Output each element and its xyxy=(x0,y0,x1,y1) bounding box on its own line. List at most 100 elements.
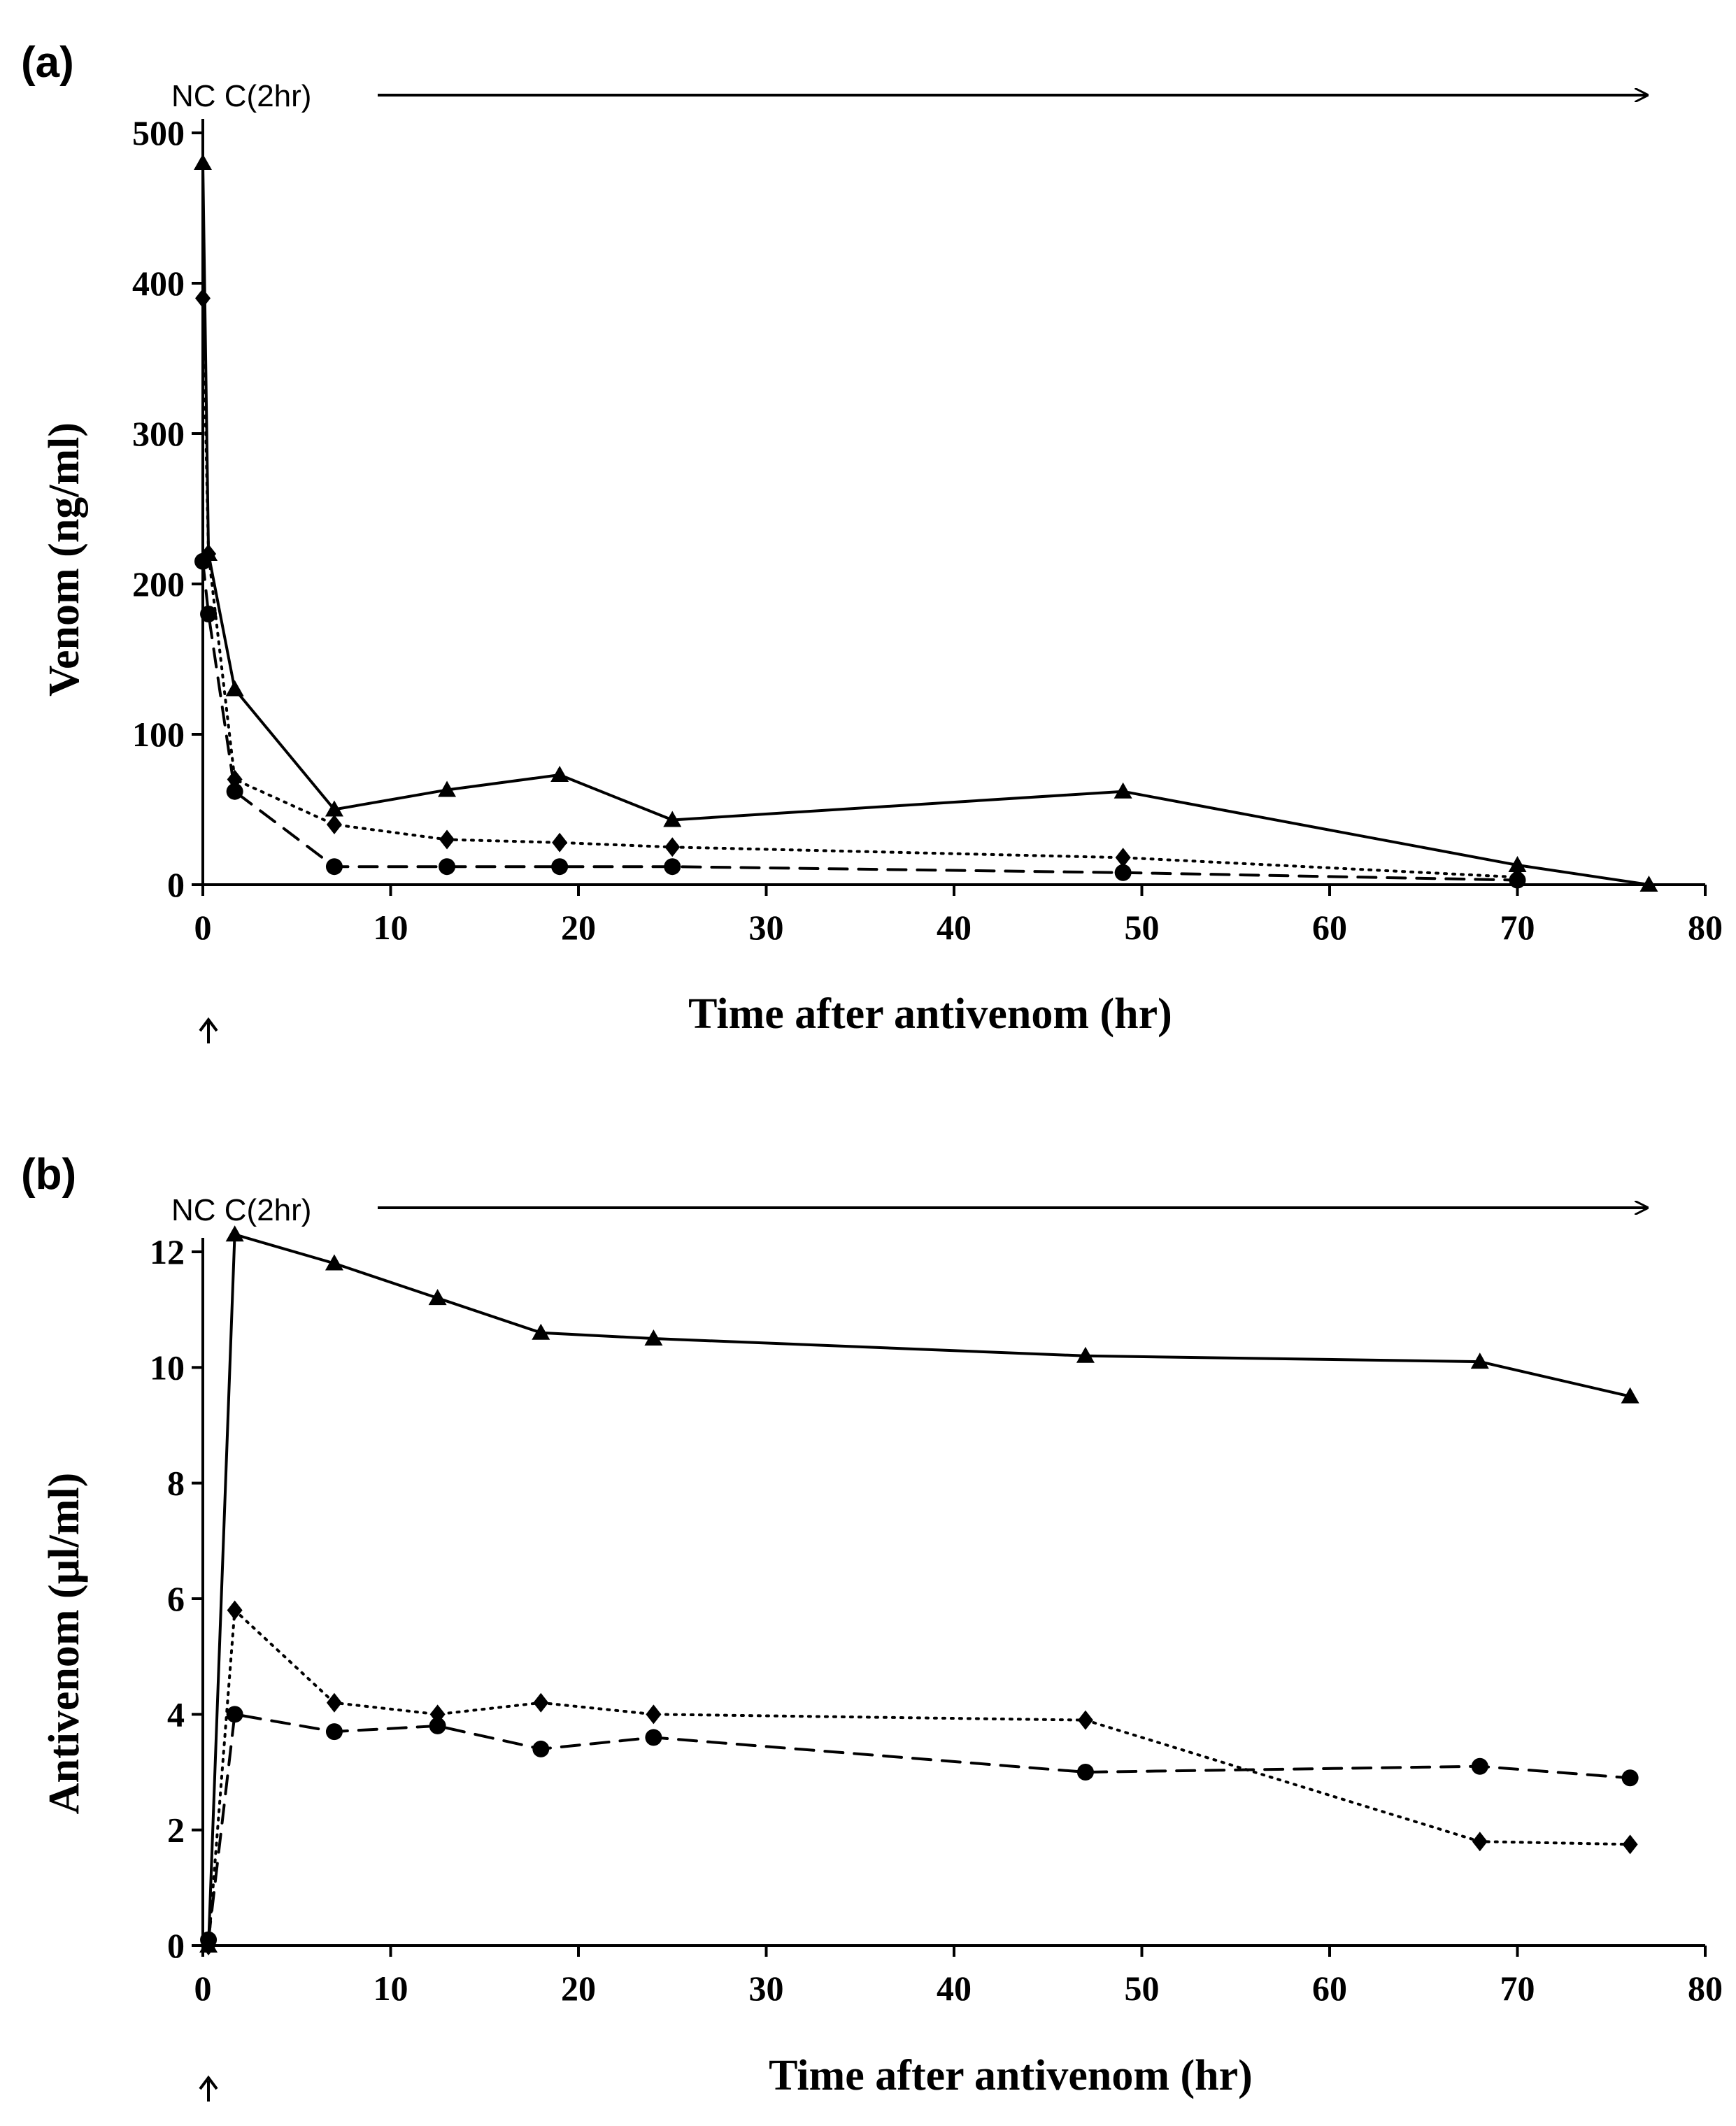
panel-a-y-tick-label: 500 xyxy=(132,113,185,152)
panel-a-x-tick-label: 50 xyxy=(1125,908,1160,947)
panel-a-series-circle-dashed-point xyxy=(226,783,243,800)
panel-b-series-diamond-dotted-point xyxy=(1472,1832,1488,1852)
panel-a-series-circle-dashed-point xyxy=(1509,871,1526,889)
panel-a-x-tick-label: 60 xyxy=(1312,908,1347,947)
panel-b-series-triangle-solid-point xyxy=(644,1329,663,1346)
panel-b-y-tick-label: 10 xyxy=(150,1348,185,1387)
panel-b-x-tick-label: 50 xyxy=(1125,1969,1160,2008)
panel-b-y-tick-label: 4 xyxy=(167,1695,185,1734)
panel-b-series-diamond-dotted-point xyxy=(1077,1710,1093,1730)
panel-a-series-triangle-solid-point xyxy=(438,780,457,797)
panel-a-label: (a) xyxy=(21,38,74,87)
panel-a-series-diamond-dotted-line xyxy=(201,297,1519,879)
panel-b-series-circle-dashed-point xyxy=(1076,1764,1094,1781)
panel-b-x-tick-label: 80 xyxy=(1688,1969,1723,2008)
panel-a-series-triangle-solid-point xyxy=(325,800,343,817)
panel-b-x-tick-label: 0 xyxy=(194,1969,212,2008)
panel-a-series-triangle-solid-point xyxy=(194,154,212,170)
panel-b-series-diamond-dotted-point xyxy=(326,1692,342,1713)
panel-b-series-diamond-dotted-point xyxy=(533,1692,549,1713)
panel-a-x-tick-label: 70 xyxy=(1500,908,1535,947)
panel-a-series-circle-dashed-point xyxy=(1114,864,1132,881)
panel-a-series-diamond-dotted-point xyxy=(664,837,681,857)
panel-b-y-tick-label: 12 xyxy=(150,1232,185,1271)
panel-b-x-tick-label: 40 xyxy=(937,1969,972,2008)
panel-b-series-circle-dashed-point xyxy=(532,1740,550,1757)
panel-b-series-triangle-solid-point xyxy=(1621,1387,1639,1404)
panel-a-series-triangle-solid-point xyxy=(550,766,569,783)
panel-b-y-tick-label: 2 xyxy=(167,1811,185,1850)
panel-a-series-circle-dashed-point xyxy=(664,858,681,876)
panel-b-series-circle-dashed-point xyxy=(645,1729,662,1746)
panel-a-antivenom-arrow-icon xyxy=(199,1017,218,1043)
panel-b-series-circle-dashed-point xyxy=(325,1723,343,1741)
panel-a-x-tick-label: 10 xyxy=(373,908,408,947)
panel-a-series-diamond-dotted-point xyxy=(1115,848,1131,868)
panel-b-series-circle-dashed-point xyxy=(1621,1769,1639,1787)
panel-b-antivenom-arrow-icon xyxy=(199,2075,218,2102)
panel-b-series-triangle-solid-point xyxy=(225,1225,244,1242)
panel-a-y-tick-label: 400 xyxy=(132,264,185,303)
panel-a-y-tick-label: 0 xyxy=(167,865,185,904)
panel-a-series-triangle-solid-point xyxy=(225,680,244,697)
panel-b-series-diamond-dotted-point xyxy=(227,1600,243,1620)
panel-b-series-triangle-solid-line xyxy=(207,1233,1632,1947)
panel-a-x-tick-label: 80 xyxy=(1688,908,1723,947)
panel-a-x-tick-label: 30 xyxy=(749,908,784,947)
panel-a-series-triangle-solid-point xyxy=(1114,782,1132,799)
panel-b-series-triangle-solid-point xyxy=(532,1323,550,1340)
panel-b-ncc-label: NC C(2hr) xyxy=(171,1193,311,1227)
panel-a-venom-chart: (a) NC C(2hr) 0 10 20 30 40 50 60 70 80 0 100 200 30… xyxy=(21,38,1723,1043)
panel-a-y-tick-label: 100 xyxy=(132,715,185,754)
panel-a-series-triangle-solid-point xyxy=(1639,876,1658,892)
panel-a-y-axis-title: Venom (ng/ml) xyxy=(41,422,88,697)
panel-a-series-circle-dashed-line xyxy=(201,559,1519,882)
panel-a-series-circle-dashed-point xyxy=(200,606,218,622)
panel-a-ncc-label: NC C(2hr) xyxy=(171,79,311,113)
panel-b-x-tick-label: 70 xyxy=(1500,1969,1535,2008)
panel-b-series-diamond-dotted-point xyxy=(646,1704,662,1725)
panel-b-series-triangle-solid-point xyxy=(325,1254,343,1271)
panel-a-y-tick-label: 300 xyxy=(132,414,185,453)
panel-b-x-axis-title: Time after antivenom (hr) xyxy=(769,2052,1253,2099)
panel-b-series-diamond-dotted-point xyxy=(1622,1834,1638,1855)
panel-a-series-circle-dashed-point xyxy=(325,858,343,876)
panel-a-series-triangle-solid-point xyxy=(663,811,682,827)
panel-b-x-tick-label: 20 xyxy=(561,1969,596,2008)
panel-a-x-tick-label: 20 xyxy=(561,908,596,947)
panel-a-series-triangle-solid-line xyxy=(201,162,1651,886)
panel-b-antivenom-chart: (b) NC C(2hr) 0 10 20 30 40 50 60 70 80 0 2 4 6 8 10 12… xyxy=(21,1150,1723,2102)
panel-a-plot-area: 0 10 20 30 40 50 60 70 80 0 100 200 300 400 500 xyxy=(132,113,1723,947)
panel-b-x-tick-label: 30 xyxy=(749,1969,784,2008)
panel-b-y-tick-label: 8 xyxy=(167,1464,185,1503)
panel-b-series-circle-dashed-point xyxy=(226,1706,243,1723)
panel-a-series-diamond-dotted-point xyxy=(439,829,455,850)
panel-b-series-triangle-solid-point xyxy=(1076,1346,1095,1363)
panel-a-x-tick-label: 0 xyxy=(194,908,212,947)
panel-b-series-circle-dashed-point xyxy=(1471,1757,1488,1775)
panel-a-x-axis-title: Time after antivenom (hr) xyxy=(688,990,1172,1038)
panel-b-x-tick-label: 60 xyxy=(1312,1969,1347,2008)
panel-a-series-diamond-dotted-point xyxy=(552,832,568,852)
panel-b-y-tick-label: 0 xyxy=(167,1926,185,1965)
panel-a-x-tick-label: 40 xyxy=(937,908,972,947)
panel-b-y-tick-label: 6 xyxy=(167,1579,185,1618)
panel-a-series-circle-dashed-point xyxy=(194,552,211,570)
panel-a-series-triangle-solid-point xyxy=(1508,856,1527,873)
panel-b-plot-area: 0 10 20 30 40 50 60 70 80 0 2 4 6 8 10 12 xyxy=(150,1225,1723,2008)
panel-b-series-circle-dashed-line xyxy=(207,1713,1632,1941)
panel-a-series-circle-dashed-point xyxy=(551,858,569,876)
panel-a-series-diamond-dotted-point xyxy=(195,288,211,308)
panel-a-series-diamond-dotted-point xyxy=(326,815,342,834)
panel-a-series-circle-dashed-point xyxy=(439,858,456,876)
panel-b-series-circle-dashed-point xyxy=(429,1717,446,1734)
panel-b-series-diamond-dotted-line xyxy=(207,1608,1632,1947)
panel-b-label: (b) xyxy=(21,1150,76,1199)
panel-b-series-triangle-solid-point xyxy=(1470,1353,1489,1369)
panel-b-x-tick-label: 10 xyxy=(373,1969,408,2008)
panel-b-series-triangle-solid-point xyxy=(428,1289,447,1306)
panel-b-series-circle-dashed-point xyxy=(200,1931,218,1948)
panel-b-y-axis-title: Antivenom (µl/ml) xyxy=(41,1473,88,1815)
panel-a-y-tick-label: 200 xyxy=(132,564,185,604)
